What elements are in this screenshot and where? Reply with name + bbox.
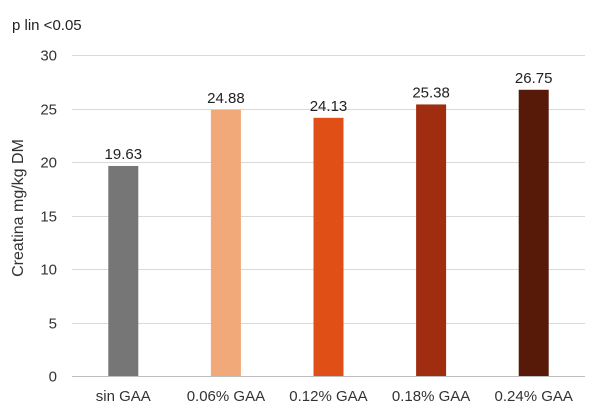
bars: [108, 89, 549, 377]
y-tick-label: 10: [40, 262, 57, 279]
x-axis-ticks: sin GAA 0.06% GAA 0.12% GAA 0.18% GAA 0.24% …: [96, 388, 573, 405]
x-tick-label: 0.12% GAA: [289, 388, 367, 405]
chart-annotation: p lin <0.05: [12, 17, 82, 34]
x-tick-label: 0.18% GAA: [392, 388, 470, 405]
x-tick-label: 0.06% GAA: [187, 388, 265, 405]
x-tick-label: 0.24% GAA: [495, 388, 573, 405]
x-tick-label: sin GAA: [96, 388, 151, 405]
bar: [108, 165, 139, 376]
y-tick-label: 0: [49, 369, 57, 386]
data-label: 19.63: [105, 146, 143, 163]
data-label: 24.88: [207, 90, 245, 107]
bar: [518, 89, 549, 377]
y-tick-label: 5: [49, 316, 57, 333]
data-labels: 19.63 24.88 24.13 25.38 26.75: [105, 70, 553, 163]
y-tick-label: 15: [40, 209, 57, 226]
y-axis-title: Creatina mg/kg DM: [10, 139, 27, 277]
y-tick-label: 30: [40, 48, 57, 65]
bar: [313, 117, 344, 377]
y-tick-label: 25: [40, 102, 57, 119]
bar: [210, 109, 241, 376]
data-label: 26.75: [515, 70, 553, 87]
bar: [416, 104, 447, 377]
data-label: 24.13: [310, 98, 348, 115]
y-tick-label: 20: [40, 155, 57, 172]
data-label: 25.38: [412, 84, 450, 101]
y-axis-ticks: 0 5 10 15 20 25 30: [40, 48, 57, 386]
